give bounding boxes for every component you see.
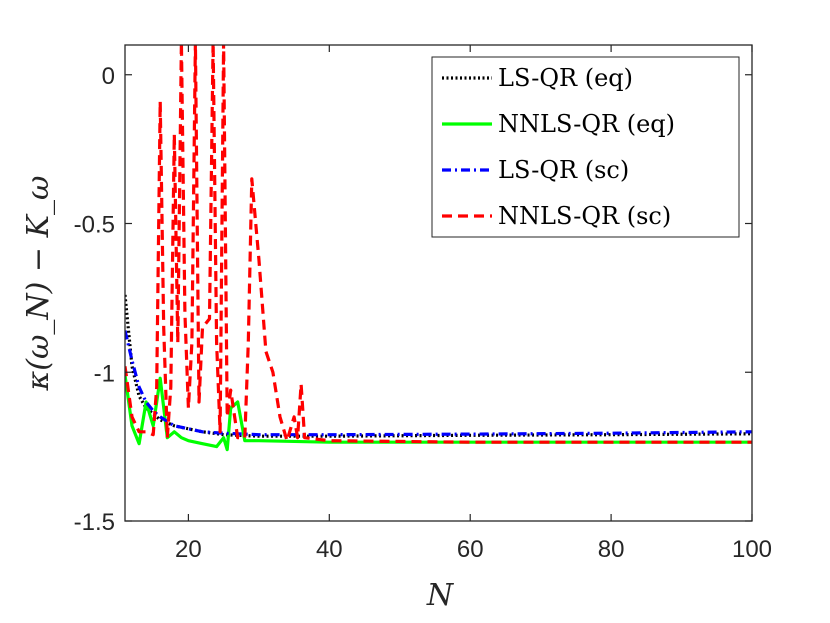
legend-label-3: NNLS-QR (sc) <box>498 202 671 230</box>
plot-frame <box>124 44 753 522</box>
y-tick-label: 0 <box>102 63 115 90</box>
x-axis: 20 40 60 80 100 <box>175 45 772 563</box>
series-line-2 <box>125 330 752 437</box>
y-axis-label: κ(ω_N) − K_ω <box>21 176 56 392</box>
y-tick-label: -0.5 <box>74 212 115 239</box>
y-tick-label: -1 <box>94 360 115 387</box>
x-tick-label: 20 <box>175 536 202 563</box>
series-line-1 <box>125 374 752 452</box>
series-line-3 <box>125 45 752 444</box>
legend-label-1: NNLS-QR (eq) <box>498 110 675 138</box>
series-layer <box>125 45 752 452</box>
legend-label-2: LS-QR (sc) <box>498 156 629 184</box>
y-tick-label: -1.5 <box>74 509 115 536</box>
x-tick-label: 100 <box>732 536 772 563</box>
legend-box <box>431 56 740 238</box>
x-tick-label: 40 <box>316 536 343 563</box>
x-axis-label: N <box>426 578 455 613</box>
x-tick-label: 60 <box>457 536 484 563</box>
x-tick-label: 80 <box>598 536 625 563</box>
legend-label-0: LS-QR (eq) <box>498 64 633 92</box>
legend: LS-QR (eq) NNLS-QR (eq) LS-QR (sc) NNLS-QR … <box>431 56 740 238</box>
y-axis: 0 -0.5 -1 -1.5 <box>74 63 752 536</box>
